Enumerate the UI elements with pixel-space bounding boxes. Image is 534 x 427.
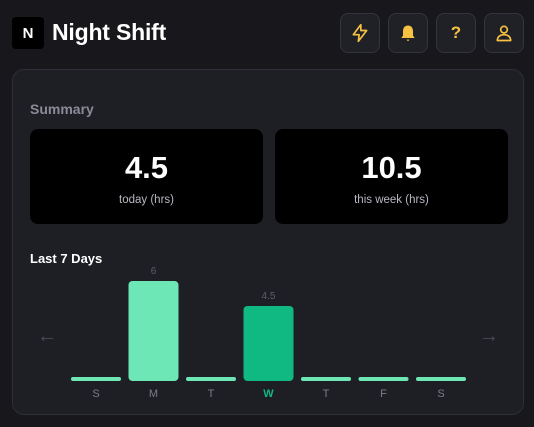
day-label: T [323, 388, 330, 400]
help-button[interactable]: ? [436, 13, 476, 53]
bar-0 [71, 377, 121, 381]
bar-1 [128, 281, 179, 381]
bar-2 [186, 377, 236, 381]
day-label: S [437, 388, 444, 400]
summary-title: Summary [30, 101, 94, 117]
help-icon: ? [450, 23, 462, 42]
day-label: M [149, 388, 158, 400]
chart-title: Last 7 Days [30, 251, 103, 266]
today-value: 4.5 [124, 150, 169, 185]
bar-4 [301, 377, 351, 381]
today-label: today (hrs) [119, 194, 174, 206]
bar-5 [358, 377, 409, 381]
app-logo: N [12, 17, 44, 49]
next-week-button[interactable]: → [479, 325, 499, 347]
bolt-button[interactable] [340, 13, 380, 53]
bar-3 [243, 306, 294, 381]
week-stat: 10.5 this week (hrs) [275, 129, 508, 224]
day-label: F [380, 388, 387, 400]
today-stat: 4.5 today (hrs) [30, 129, 263, 224]
bolt-icon [352, 23, 368, 43]
bell-icon [401, 25, 415, 41]
prev-week-button[interactable]: ← [37, 325, 57, 347]
user-icon [496, 25, 512, 42]
profile-button[interactable] [484, 13, 524, 53]
summary-card: Summary 4.5 today (hrs) 10.5 this week (… [12, 69, 524, 415]
day-label: W [263, 388, 274, 400]
bar-6 [416, 377, 466, 381]
bar-value-label: 6 [151, 266, 157, 277]
day-label: S [92, 388, 99, 400]
notifications-button[interactable] [388, 13, 428, 53]
bar-chart: S 6 M T 4.5 W T F S [71, 266, 466, 400]
week-label: this week (hrs) [354, 194, 429, 206]
app-title: Night Shift [52, 19, 167, 45]
week-value: 10.5 [361, 150, 422, 185]
bar-value-label: 4.5 [262, 291, 276, 302]
app-header: N Night Shift ? [0, 0, 534, 68]
day-label: T [208, 388, 215, 400]
